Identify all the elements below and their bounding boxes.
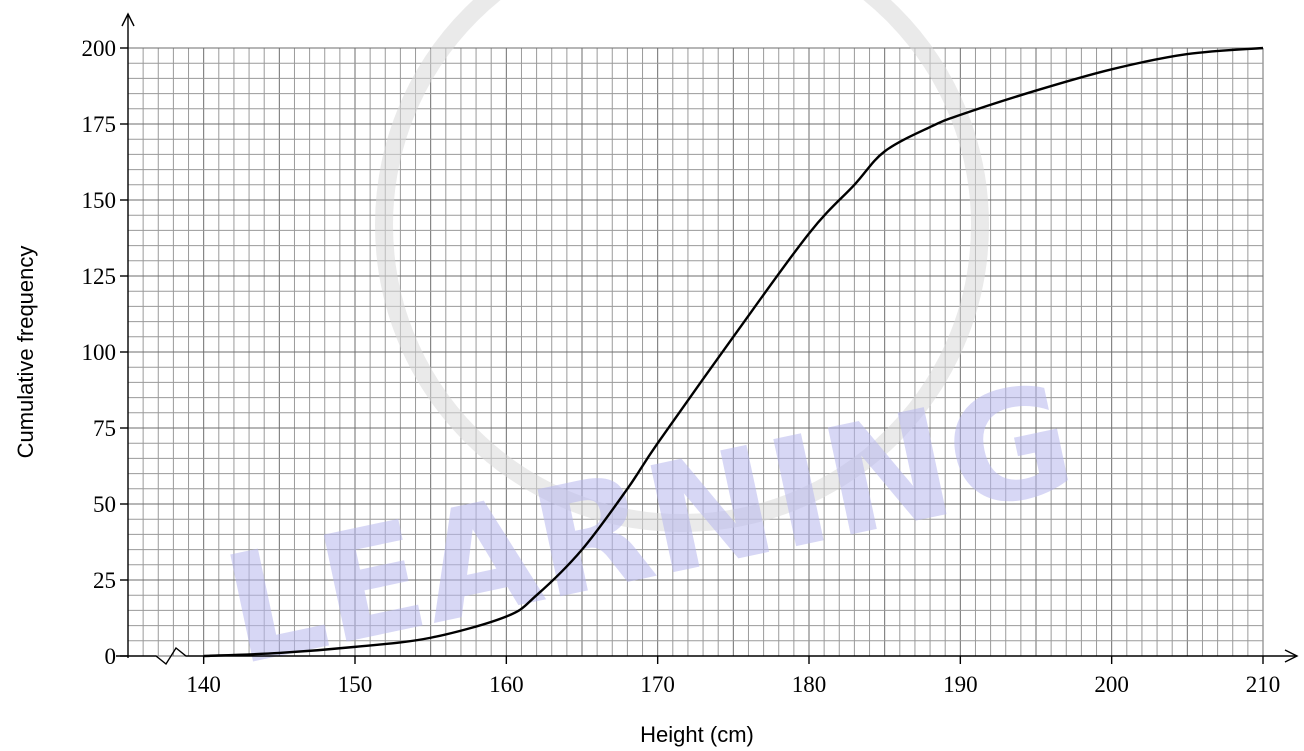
y-tick-label: 0 <box>105 644 117 669</box>
x-tick-label: 200 <box>1094 672 1129 697</box>
y-tick-label: 75 <box>93 416 116 441</box>
x-tick-label: 180 <box>792 672 827 697</box>
x-axis-arrow <box>1284 649 1299 663</box>
y-tick-label: 175 <box>82 112 117 137</box>
axes <box>116 12 1299 666</box>
data-series <box>203 46 1264 658</box>
x-tick-label: 150 <box>338 672 373 697</box>
x-tick-label: 190 <box>943 672 978 697</box>
y-tick-label: 150 <box>82 188 117 213</box>
x-tick-label: 140 <box>186 672 221 697</box>
grid <box>127 47 1264 657</box>
tick-labels: 0 25 50 75 100 125 150 175 200 140 150 160 170 180 190… <box>82 36 1281 697</box>
x-axis-title: Height (cm) <box>640 722 754 747</box>
x-tick-label: 210 <box>1246 672 1281 697</box>
y-axis-arrow <box>121 12 135 27</box>
y-tick-label: 200 <box>82 36 117 61</box>
x-tick-label: 160 <box>489 672 524 697</box>
y-tick-label: 25 <box>93 568 116 593</box>
y-tick-label: 125 <box>82 264 117 289</box>
y-tick-label: 100 <box>82 340 117 365</box>
watermark: LEARNING <box>211 0 1088 700</box>
y-axis-title: Cumulative frequency <box>13 246 38 459</box>
cumulative-frequency-curve <box>203 46 1264 658</box>
x-tick-label: 170 <box>640 672 675 697</box>
y-tick-label: 50 <box>93 492 116 517</box>
watermark-ring <box>375 0 989 532</box>
